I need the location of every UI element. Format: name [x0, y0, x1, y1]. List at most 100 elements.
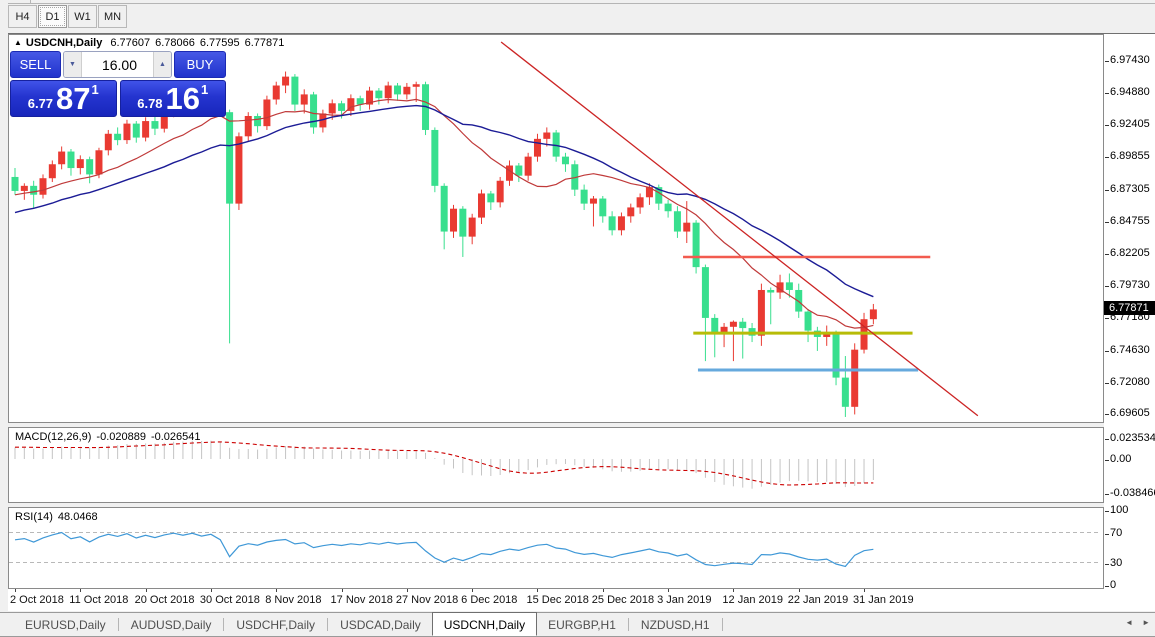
candle-body: [384, 85, 392, 99]
candle-body: [683, 222, 691, 232]
candle-body: [20, 185, 28, 191]
date-tick: [210, 589, 212, 592]
candle-body: [804, 311, 812, 331]
date-tick: [341, 589, 343, 592]
toolbar-divider: [8, 3, 1155, 4]
candle-body: [692, 222, 700, 268]
chevron-down-icon: ▼: [69, 61, 76, 68]
macd-value: -0.020889: [96, 431, 146, 443]
candle-body: [823, 333, 831, 337]
macd-signal-line: [15, 441, 874, 486]
sell-price-small: 6.77: [27, 96, 54, 111]
tab-scroll-right-icon[interactable]: ►: [1142, 618, 1150, 627]
date-axis-label: 31 Jan 2019: [853, 594, 914, 606]
symbol-tab-eurgbp-h1[interactable]: EURGBP,H1: [548, 617, 616, 632]
candle-body: [104, 133, 112, 151]
symbol-tab-audusd-daily[interactable]: AUDUSD,Daily: [130, 617, 212, 632]
sell-quote-panel[interactable]: 6.77 87 1: [10, 80, 117, 117]
date-axis-label: 30 Oct 2018: [199, 594, 260, 606]
date-axis-label: 3 Jan 2019: [657, 594, 712, 606]
candle-body: [375, 90, 383, 99]
macd-pane[interactable]: MACD(12,26,9) -0.020889 -0.026541: [8, 427, 1104, 503]
candle-body: [160, 112, 168, 129]
rsi-axis-label: 100: [1104, 504, 1129, 516]
rsi-axis-label: 0: [1104, 579, 1117, 591]
price-axis-label: 6.89855: [1105, 150, 1150, 163]
candle-body: [151, 121, 159, 129]
date-axis[interactable]: 2 Oct 2018 11 Oct 2018 20 Oct 2018 30 Oct 2…: [8, 589, 1104, 611]
candle-body: [851, 349, 859, 407]
candle-body: [505, 165, 513, 181]
candle-body: [711, 317, 719, 334]
candle-body: [114, 133, 122, 141]
candle-body: [496, 180, 504, 203]
rsi-canvas: [9, 531, 1101, 568]
volume-decrease-button[interactable]: ▼: [64, 52, 82, 77]
date-tick: [864, 589, 866, 592]
price-axis-label: 6.79730: [1105, 278, 1150, 291]
period-toolbar: H4 D1 W1 MN: [8, 5, 128, 28]
candle-body: [478, 193, 485, 218]
volume-increase-button[interactable]: ▲: [153, 52, 171, 77]
candle-body: [729, 321, 737, 327]
tab-separator: [223, 618, 225, 631]
period-tab-h4[interactable]: H4: [8, 5, 37, 28]
rsi-line: [14, 531, 874, 568]
candle-body: [636, 197, 644, 208]
candle-body: [617, 216, 625, 231]
buy-button[interactable]: BUY: [174, 51, 226, 78]
candle-body: [785, 282, 793, 290]
ma-slow-line: [14, 104, 874, 298]
candle-body: [655, 187, 663, 204]
candle-body: [412, 84, 420, 87]
symbol-tab-usdcad-daily[interactable]: USDCAD,Daily: [340, 617, 421, 632]
date-axis-label: 2 Oct 2018: [10, 594, 64, 606]
symbol-tab-bar: EURUSD,Daily AUDUSD,Daily USDCHF,Daily USDC…: [0, 611, 1155, 637]
symbol-tab-usdchf-daily[interactable]: USDCHF,Daily: [236, 617, 316, 632]
price-axis-label: 6.94880: [1105, 86, 1150, 99]
date-tick: [733, 589, 735, 592]
symbol-tab-usdcnh-daily[interactable]: USDCNH,Daily: [431, 611, 538, 636]
date-axis-label: 20 Oct 2018: [134, 594, 195, 606]
candle-body: [580, 189, 588, 204]
macd-canvas: [14, 440, 874, 489]
candle-body: [11, 176, 19, 191]
candle-body: [263, 99, 271, 127]
buy-quote-panel[interactable]: 6.78 16 1: [119, 80, 226, 117]
candle-body: [524, 156, 532, 176]
sell-button[interactable]: SELL: [10, 51, 61, 78]
candle-body: [673, 211, 681, 232]
candle-body: [459, 208, 467, 237]
candle-body: [571, 164, 579, 190]
candle-body: [67, 151, 75, 169]
date-axis-label: 22 Jan 2019: [787, 594, 849, 606]
candle-body: [561, 156, 569, 165]
candle-body: [757, 289, 765, 336]
candle-body: [664, 203, 672, 212]
date-axis-label: 27 Nov 2018: [395, 594, 459, 606]
tab-scroll-left-icon[interactable]: ◄: [1125, 618, 1134, 627]
date-tick: [406, 589, 408, 592]
symbol-tab-eurusd-daily[interactable]: EURUSD,Daily: [25, 617, 106, 632]
price-axis[interactable]: 6.97430 6.94880 6.92405 6.89855 6.87305 6.847…: [1104, 34, 1155, 611]
period-tab-w1[interactable]: W1: [68, 5, 97, 28]
period-tab-mn[interactable]: MN: [98, 5, 127, 28]
period-tab-d1[interactable]: D1: [38, 5, 67, 28]
chevron-up-icon: ▲: [159, 61, 166, 68]
candle-body: [627, 207, 635, 217]
date-tick: [15, 589, 16, 592]
candle-body: [226, 112, 234, 204]
rsi-pane[interactable]: RSI(14) 48.0468: [8, 507, 1104, 589]
volume-input[interactable]: 16.00: [101, 56, 137, 73]
candle-body: [76, 159, 84, 169]
price-axis-label: 6.72080: [1105, 375, 1150, 388]
symbol-tab-nzdusd-h1[interactable]: NZDUSD,H1: [640, 617, 710, 632]
collapse-triangle-icon: ▲: [14, 38, 22, 47]
candle-body: [431, 129, 439, 186]
candle-body: [347, 98, 355, 111]
date-tick: [668, 589, 670, 592]
candle-body: [832, 333, 840, 378]
trendline[interactable]: [500, 41, 979, 417]
candle-body: [86, 159, 94, 175]
